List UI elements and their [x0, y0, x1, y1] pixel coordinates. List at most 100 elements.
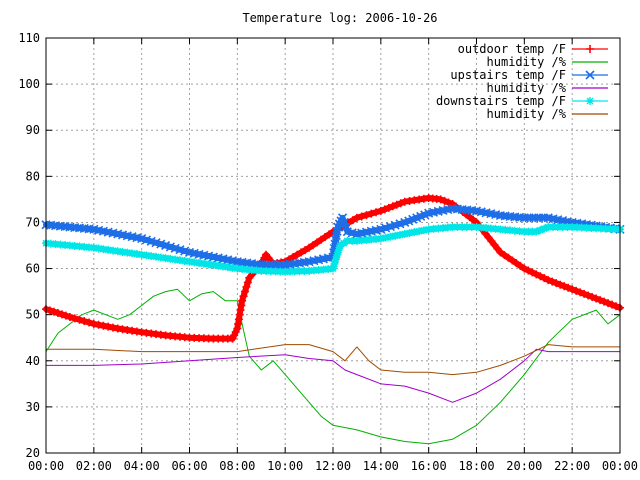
star-marker	[376, 234, 385, 243]
x-tick-label: 20:00	[506, 459, 542, 473]
star-marker	[572, 223, 581, 232]
star-marker	[601, 224, 610, 233]
star-marker	[238, 265, 247, 274]
plus-marker	[388, 202, 397, 211]
star-marker	[314, 265, 323, 274]
star-marker	[75, 242, 84, 251]
plus-marker	[580, 289, 589, 298]
plus-marker	[572, 286, 581, 295]
star-marker	[596, 224, 605, 233]
plus-marker	[70, 314, 79, 323]
plus-marker	[362, 211, 371, 220]
star-marker	[491, 224, 500, 233]
y-tick-label: 30	[26, 400, 40, 414]
star-marker	[223, 263, 232, 272]
grid	[45, 37, 621, 454]
plus-marker	[372, 208, 381, 217]
star-marker	[367, 235, 376, 244]
plus-marker	[45, 306, 54, 315]
star-marker	[419, 226, 428, 235]
star-marker	[99, 245, 108, 254]
star-marker	[405, 229, 414, 238]
star-marker	[372, 235, 381, 244]
star-marker	[156, 253, 165, 262]
star-marker	[586, 97, 594, 105]
star-marker	[262, 267, 271, 276]
star-marker	[257, 266, 266, 275]
plus-marker	[239, 292, 248, 301]
series-2	[45, 288, 621, 445]
star-marker	[330, 259, 339, 268]
star-marker	[482, 223, 491, 232]
plus-marker	[556, 280, 565, 289]
x-tick-label: 04:00	[124, 459, 160, 473]
plus-marker	[57, 310, 66, 319]
plus-marker	[588, 292, 597, 301]
legend-label: upstairs temp /F	[450, 68, 566, 82]
y-tick-label: 90	[26, 123, 40, 137]
star-marker	[132, 250, 141, 259]
star-marker	[606, 224, 615, 233]
star-marker	[592, 224, 601, 233]
star-marker	[104, 245, 113, 254]
star-marker	[70, 241, 79, 250]
star-marker	[510, 226, 519, 235]
x-tick-label: 02:00	[76, 459, 112, 473]
star-marker	[486, 224, 495, 233]
star-marker	[180, 256, 189, 265]
legend-label: outdoor temp /F	[458, 42, 566, 56]
x-axis: 00:00 02:00 04:00 06:00 08:00 10:00 12:00 14:00…	[28, 38, 638, 473]
series-line	[45, 344, 621, 376]
star-marker	[362, 235, 371, 244]
legend-label: humidity /%	[487, 107, 567, 121]
plus-marker	[564, 283, 573, 292]
plus-marker	[53, 309, 62, 318]
star-marker	[333, 250, 342, 259]
star-marker	[553, 223, 562, 232]
star-marker	[505, 226, 514, 235]
star-marker	[266, 267, 275, 276]
star-marker	[228, 263, 237, 272]
plus-marker	[108, 323, 117, 332]
series-line	[45, 348, 621, 403]
star-marker	[611, 225, 620, 234]
plus-marker	[548, 277, 557, 286]
star-marker	[381, 233, 390, 242]
star-marker	[285, 267, 294, 276]
star-marker	[152, 252, 161, 261]
y-tick-label: 70	[26, 215, 40, 229]
x-tick-label: 06:00	[171, 459, 207, 473]
plus-marker	[80, 317, 89, 326]
y-axis: 20 30 40 50 60 70 80 90 100 110	[18, 31, 620, 460]
x-tick-label: 22:00	[554, 459, 590, 473]
plus-marker	[600, 297, 609, 306]
plus-marker	[392, 200, 401, 209]
plus-marker	[75, 315, 84, 324]
plus-marker	[240, 287, 249, 296]
star-marker	[496, 225, 505, 234]
star-marker	[549, 223, 558, 232]
plus-marker	[436, 195, 445, 204]
plus-marker	[65, 312, 74, 321]
star-marker	[400, 229, 409, 238]
star-marker	[118, 247, 127, 256]
plus-marker	[85, 318, 94, 327]
series-layer	[41, 194, 625, 445]
star-marker	[65, 241, 74, 250]
x-tick-label: 14:00	[363, 459, 399, 473]
star-marker	[331, 255, 340, 264]
legend-label: humidity /%	[487, 81, 567, 95]
star-marker	[544, 223, 553, 232]
star-marker	[334, 246, 343, 255]
star-marker	[113, 247, 122, 256]
plus-marker	[584, 291, 593, 300]
star-marker	[467, 223, 476, 232]
star-marker	[252, 266, 261, 275]
star-marker	[319, 265, 328, 274]
plus-marker	[396, 199, 405, 208]
x-marker	[585, 70, 595, 80]
star-marker	[123, 248, 132, 257]
star-marker	[587, 223, 596, 232]
star-marker	[515, 227, 524, 236]
